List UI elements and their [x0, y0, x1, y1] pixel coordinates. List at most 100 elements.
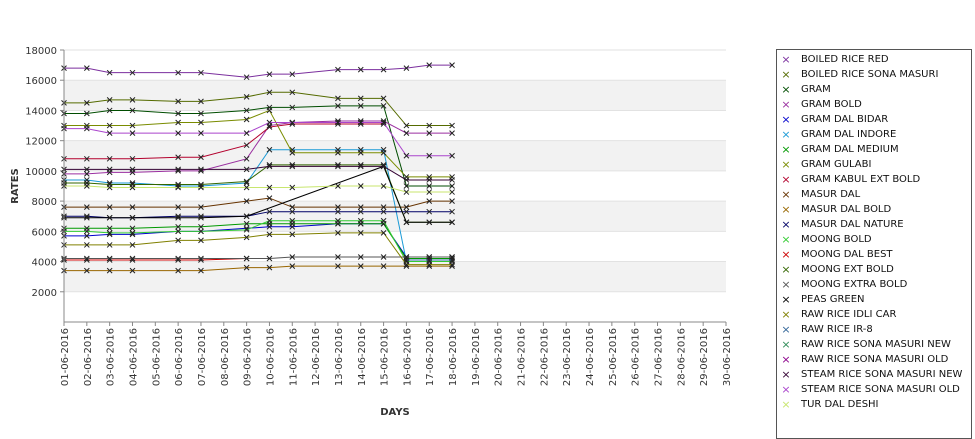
legend-marker-icon: ×	[781, 143, 791, 156]
data-point	[403, 65, 410, 71]
data-point	[449, 219, 455, 226]
data-point	[403, 189, 410, 195]
x-tick-label: 23-06-2016	[562, 328, 573, 386]
data-point	[129, 122, 136, 129]
data-point	[403, 130, 410, 136]
data-point	[83, 183, 90, 189]
data-point	[380, 95, 387, 102]
plot-band	[64, 80, 726, 111]
data-point	[83, 204, 90, 211]
data-point	[426, 183, 433, 189]
data-point	[83, 100, 90, 106]
legend-marker-icon: ×	[781, 293, 791, 306]
data-point	[129, 107, 136, 114]
x-tick-label: 10-06-2016	[265, 328, 276, 386]
data-point	[129, 225, 136, 232]
legend-marker-icon: ×	[781, 83, 791, 96]
data-point	[289, 119, 296, 126]
data-point	[266, 163, 273, 170]
x-tick-label: 18-06-2016	[448, 328, 459, 386]
y-tick-label: 4000	[32, 258, 57, 269]
data-point	[198, 228, 204, 235]
legend-marker-icon: ×	[781, 203, 791, 216]
series-line	[61, 118, 455, 177]
data-point	[198, 223, 204, 230]
data-point	[106, 166, 113, 173]
data-point	[289, 254, 296, 260]
x-tick-label: 01-06-2016	[60, 328, 71, 386]
data-point	[83, 155, 90, 162]
data-point	[426, 189, 433, 195]
legend-marker-icon: ×	[781, 233, 791, 246]
legend-item: × RAW RICE IDLI CAR	[777, 307, 971, 322]
legend-item: × MOONG DAL BEST	[777, 247, 971, 262]
legend-label: STEAM RICE SONA MASURI OLD	[801, 384, 960, 395]
data-point	[129, 242, 136, 248]
data-point	[335, 183, 341, 189]
data-point	[175, 130, 181, 136]
x-tick-label: 02-06-2016	[83, 328, 94, 386]
legend-marker-icon: ×	[781, 113, 791, 126]
data-point	[129, 255, 136, 262]
x-tick-label: 08-06-2016	[220, 328, 231, 386]
data-point	[198, 204, 204, 211]
data-point	[106, 229, 113, 236]
data-point	[243, 93, 250, 100]
legend-marker-icon: ×	[781, 98, 791, 111]
data-point	[83, 214, 90, 221]
data-point	[243, 155, 250, 162]
series-path	[64, 256, 453, 260]
x-tick-label: 30-06-2016	[722, 328, 733, 386]
x-tick-label: 06-06-2016	[174, 328, 185, 386]
data-point	[289, 231, 296, 238]
data-point	[289, 163, 296, 170]
data-point	[380, 208, 387, 215]
data-point	[449, 130, 455, 136]
x-tick-label: 13-06-2016	[334, 328, 345, 386]
data-point	[106, 255, 113, 262]
data-point	[198, 166, 204, 173]
series-line	[61, 229, 455, 268]
data-point	[198, 154, 204, 161]
data-point	[380, 263, 387, 269]
data-point	[243, 220, 250, 227]
data-point	[357, 183, 364, 189]
x-tick-label: 14-06-2016	[357, 328, 368, 386]
x-axis-ticks: 01-06-2016 02-06-2016 03-06-2016 04-06-2016…	[60, 322, 733, 386]
x-axis-label: DAYS	[380, 407, 410, 418]
data-point	[243, 255, 250, 262]
data-point	[83, 242, 90, 248]
x-tick-label: 16-06-2016	[402, 328, 413, 386]
data-point	[83, 233, 90, 239]
data-point	[175, 267, 181, 274]
data-point	[243, 116, 250, 123]
data-point	[266, 195, 273, 201]
data-point	[175, 184, 181, 191]
data-point	[335, 204, 341, 211]
data-point	[357, 95, 364, 102]
y-tick-label: 8000	[32, 197, 57, 208]
legend-label: MOONG EXT BOLD	[801, 264, 894, 275]
series-line	[61, 217, 455, 265]
legend-marker-icon: ×	[781, 308, 791, 321]
data-point	[106, 225, 113, 232]
data-point	[106, 242, 113, 248]
data-point	[106, 155, 113, 162]
data-point	[106, 69, 113, 76]
legend-marker-icon: ×	[781, 68, 791, 81]
data-point	[335, 217, 341, 224]
data-point	[403, 204, 410, 211]
legend-marker-icon: ×	[781, 218, 791, 231]
data-point	[175, 223, 181, 230]
data-point	[426, 130, 433, 136]
legend-marker-icon: ×	[781, 353, 791, 366]
data-point	[83, 110, 90, 117]
y-axis-label: RATES	[10, 168, 21, 204]
legend-marker-icon: ×	[781, 188, 791, 201]
data-point	[266, 146, 273, 153]
data-point	[449, 183, 455, 189]
data-point	[380, 229, 387, 236]
data-point	[106, 97, 113, 103]
data-point	[266, 107, 273, 114]
data-point	[266, 255, 273, 262]
